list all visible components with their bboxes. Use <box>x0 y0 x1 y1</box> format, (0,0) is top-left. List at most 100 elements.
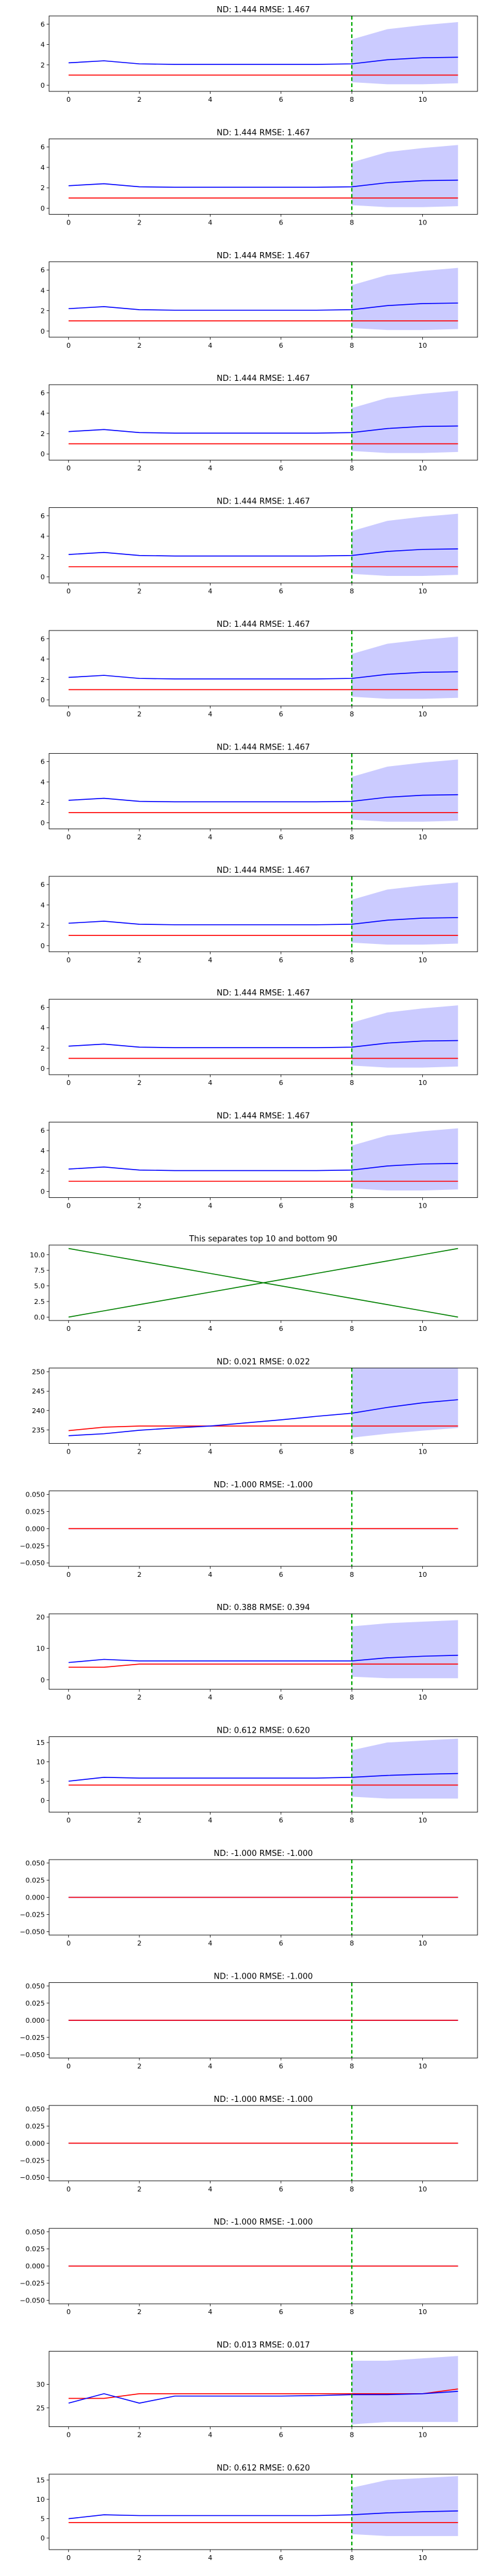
subplot-11: This separates top 10 and bottom 90 0 2 4 6 8… <box>30 1235 478 1333</box>
y-tick-label: 6 <box>41 635 45 643</box>
x-tick-label: 8 <box>350 2554 354 2562</box>
subplot-10: ND: 1.444 RMSE: 1.467 0 2 4 6 8 10 0 2 4 6 <box>41 1112 478 1210</box>
y-tick-label: −0.050 <box>20 2051 45 2059</box>
series-line-prediction <box>68 1773 458 1782</box>
y-tick-label: 0.025 <box>26 1999 45 2007</box>
y-tick-label: 20 <box>36 1613 45 1621</box>
x-tick-label: 6 <box>279 1571 283 1579</box>
x-tick-label: 0 <box>66 1817 71 1825</box>
x-tick-label: 8 <box>350 833 354 841</box>
x-tick-label: 6 <box>279 96 283 104</box>
series-line-prediction <box>68 1163 458 1171</box>
x-tick-label: 4 <box>208 1939 212 1947</box>
x-tick-label: 10 <box>419 464 427 472</box>
prediction-interval-band <box>352 145 458 207</box>
x-tick-label: 6 <box>279 710 283 718</box>
x-tick-label: 2 <box>137 2062 142 2070</box>
x-tick-label: 2 <box>137 96 142 104</box>
y-tick-label: 2 <box>41 799 45 807</box>
y-tick-label: 0 <box>41 819 45 827</box>
axes-frame <box>48 384 478 461</box>
subplot-title: ND: 0.388 RMSE: 0.394 <box>217 1603 310 1612</box>
y-tick-label: 0.050 <box>26 1982 45 1990</box>
x-tick-label: 0 <box>66 1571 71 1579</box>
x-tick-label: 6 <box>279 2431 283 2439</box>
subplot-title: ND: 0.612 RMSE: 0.620 <box>217 2464 310 2473</box>
subplot-title: ND: -1.000 RMSE: -1.000 <box>214 1972 312 1981</box>
x-tick-label: 2 <box>137 2554 142 2562</box>
x-tick-label: 4 <box>208 2308 212 2316</box>
x-tick-label: 8 <box>350 96 354 104</box>
subplot-title: ND: -1.000 RMSE: -1.000 <box>214 1481 312 1490</box>
x-tick-label: 10 <box>419 96 427 104</box>
x-tick-label: 6 <box>279 1079 283 1087</box>
x-tick-label: 0 <box>66 464 71 472</box>
x-tick-label: 4 <box>208 1693 212 1701</box>
series-line-prediction <box>68 794 458 803</box>
x-tick-label: 0 <box>66 588 71 596</box>
x-tick-label: 2 <box>137 218 142 226</box>
x-tick-label: 2 <box>137 2185 142 2193</box>
subplot-14: ND: 0.388 RMSE: 0.394 0 2 4 6 8 10 0 10 20 <box>36 1603 478 1701</box>
series-line-actual <box>68 2388 458 2399</box>
x-tick-label: 0 <box>66 1939 71 1947</box>
axes-frame <box>48 999 478 1075</box>
y-tick-label: 0 <box>41 1797 45 1805</box>
subplot-title: This separates top 10 and bottom 90 <box>188 1235 337 1244</box>
x-tick-label: 4 <box>208 2185 212 2193</box>
x-tick-label: 4 <box>208 710 212 718</box>
x-tick-label: 2 <box>137 2431 142 2439</box>
x-tick-label: 0 <box>66 342 71 350</box>
axes-frame <box>48 138 478 215</box>
x-tick-label: 0 <box>66 1202 71 1210</box>
x-tick-label: 6 <box>279 2062 283 2070</box>
y-tick-label: 2 <box>41 307 45 315</box>
y-tick-label: 0 <box>41 204 45 212</box>
y-tick-label: 15 <box>36 1739 45 1747</box>
x-tick-label: 0 <box>66 218 71 226</box>
x-tick-label: 0 <box>66 2554 71 2562</box>
subplot-6: ND: 1.444 RMSE: 1.467 0 2 4 6 8 10 0 2 4 6 <box>41 620 478 718</box>
subplot-9: ND: 1.444 RMSE: 1.467 0 2 4 6 8 10 0 2 4 6 <box>41 989 478 1087</box>
x-tick-label: 4 <box>208 1817 212 1825</box>
subplot-title: ND: -1.000 RMSE: -1.000 <box>214 1849 312 1858</box>
axes-frame <box>48 15 478 92</box>
y-tick-label: 0 <box>41 450 45 458</box>
x-tick-label: 2 <box>137 1202 142 1210</box>
x-tick-label: 10 <box>419 2308 427 2316</box>
axes-frame <box>48 507 478 584</box>
series-line-prediction <box>68 2510 458 2520</box>
y-tick-label: 6 <box>41 758 45 766</box>
x-tick-label: 6 <box>279 2308 283 2316</box>
x-tick-label: 10 <box>419 2062 427 2070</box>
axes-frame <box>48 1367 478 1444</box>
prediction-interval-band <box>352 1738 458 1799</box>
prediction-interval-band <box>352 21 458 85</box>
prediction-interval-band <box>352 1368 458 1438</box>
x-tick-label: 4 <box>208 588 212 596</box>
y-tick-label: 0 <box>41 1676 45 1684</box>
subplot-title: ND: 0.013 RMSE: 0.017 <box>217 2341 310 2350</box>
x-tick-label: 6 <box>279 1447 283 1455</box>
axes-frame <box>48 1244 478 1321</box>
x-tick-label: 0 <box>66 1325 71 1333</box>
y-tick-label: 2 <box>41 184 45 192</box>
subplot-1: ND: 1.444 RMSE: 1.467 0 2 4 6 8 10 0 2 4 6 <box>41 6 478 104</box>
y-tick-label: −0.025 <box>20 2034 45 2042</box>
x-tick-label: 6 <box>279 2185 283 2193</box>
x-tick-label: 8 <box>350 1447 354 1455</box>
x-tick-label: 10 <box>419 710 427 718</box>
subplot-13: ND: -1.000 RMSE: -1.000 0 2 4 6 8 10 −0.050 −0.0… <box>20 1481 478 1579</box>
y-tick-label: 10 <box>36 1758 45 1766</box>
x-tick-label: 6 <box>279 2554 283 2562</box>
x-tick-label: 6 <box>279 1202 283 1210</box>
x-tick-label: 4 <box>208 833 212 841</box>
y-tick-label: 0 <box>41 1188 45 1196</box>
axes-frame <box>48 630 478 707</box>
axes-frame <box>48 876 478 953</box>
y-tick-label: 2.5 <box>34 1298 45 1306</box>
x-tick-label: 2 <box>137 1571 142 1579</box>
x-tick-label: 10 <box>419 1447 427 1455</box>
x-tick-label: 10 <box>419 1325 427 1333</box>
